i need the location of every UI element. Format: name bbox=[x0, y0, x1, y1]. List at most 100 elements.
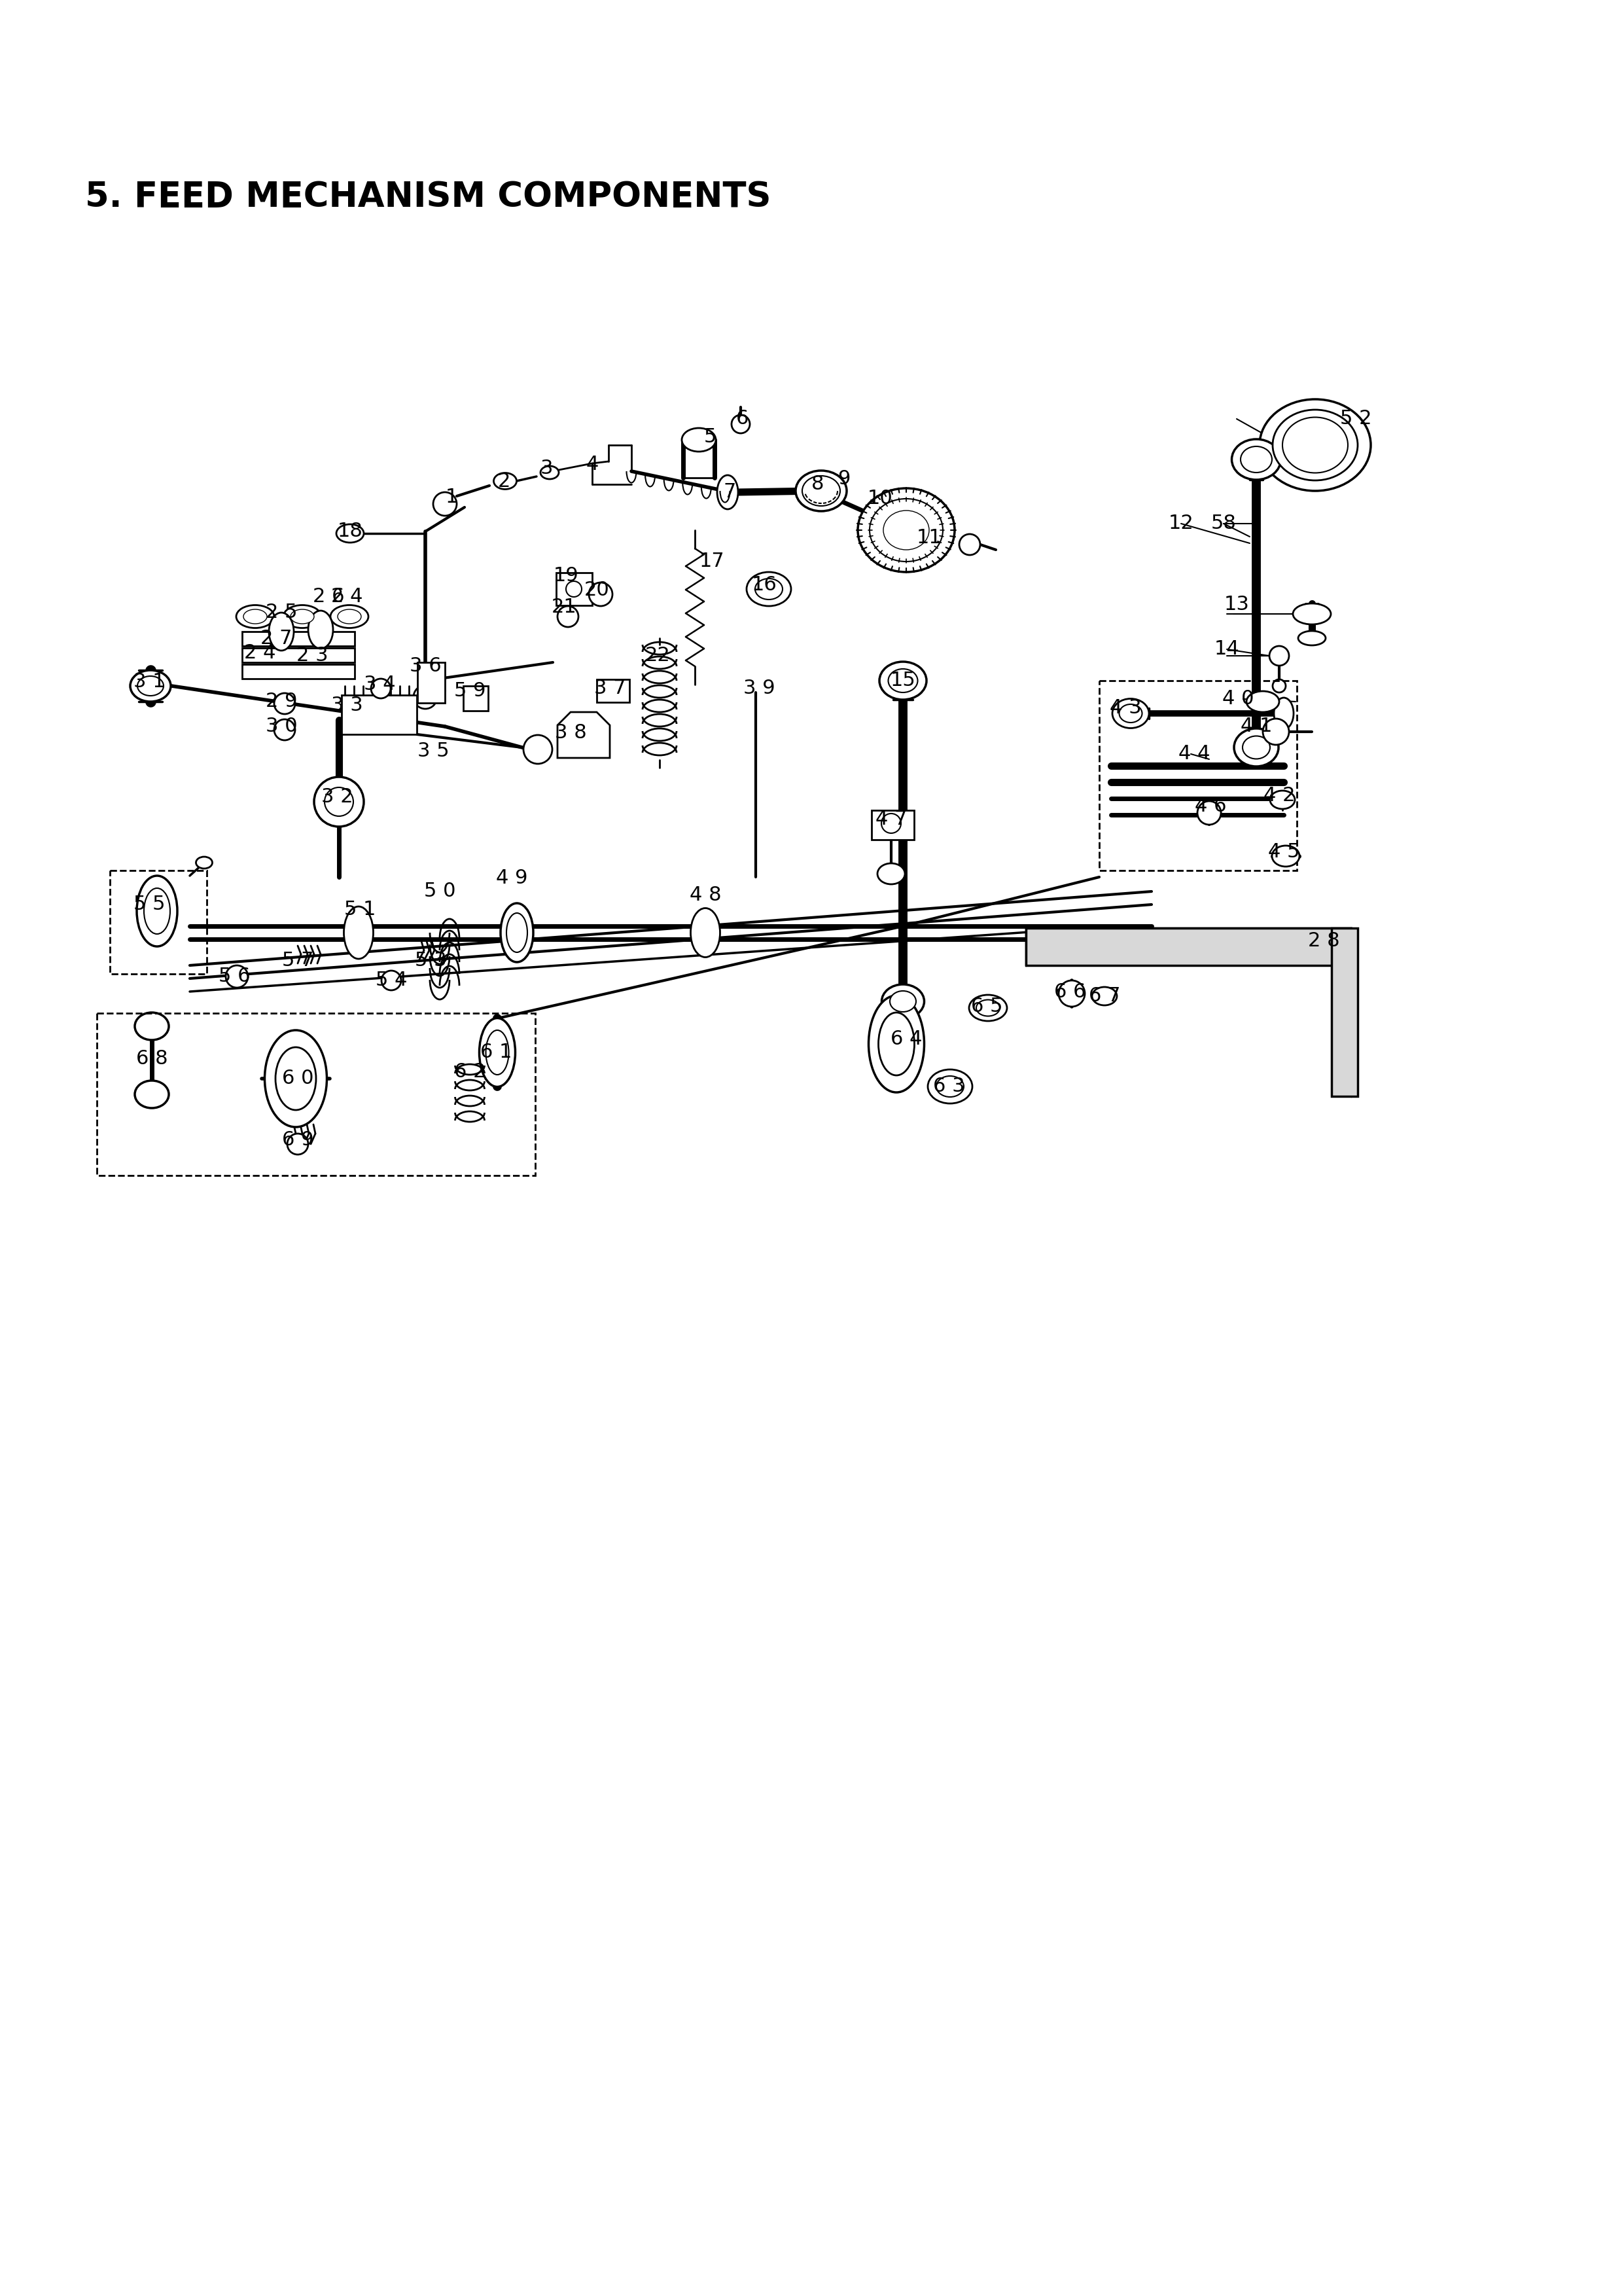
Text: 2: 2 bbox=[497, 471, 510, 491]
Text: 6 8: 6 8 bbox=[136, 1049, 167, 1068]
Text: 11: 11 bbox=[916, 528, 942, 546]
Text: 3 7: 3 7 bbox=[594, 680, 625, 698]
Text: 18: 18 bbox=[338, 521, 362, 542]
Circle shape bbox=[382, 971, 401, 990]
Bar bbox=[242, 664, 354, 680]
Text: 3 3: 3 3 bbox=[331, 696, 362, 714]
Bar bbox=[341, 696, 417, 735]
Ellipse shape bbox=[1234, 728, 1278, 767]
Ellipse shape bbox=[283, 606, 322, 629]
Ellipse shape bbox=[857, 489, 955, 572]
Text: 9: 9 bbox=[838, 471, 851, 489]
Ellipse shape bbox=[1242, 737, 1270, 760]
Circle shape bbox=[882, 813, 901, 833]
Text: 5 1: 5 1 bbox=[344, 900, 375, 918]
Circle shape bbox=[1273, 680, 1286, 693]
Ellipse shape bbox=[507, 914, 528, 953]
Ellipse shape bbox=[291, 608, 313, 625]
Ellipse shape bbox=[1260, 400, 1371, 491]
Text: 6: 6 bbox=[736, 409, 749, 429]
Circle shape bbox=[274, 719, 296, 739]
Ellipse shape bbox=[1273, 698, 1294, 730]
Circle shape bbox=[274, 693, 296, 714]
Ellipse shape bbox=[877, 863, 905, 884]
Text: 6 4: 6 4 bbox=[890, 1031, 922, 1049]
Text: 6 2: 6 2 bbox=[455, 1063, 486, 1081]
Text: 4 2: 4 2 bbox=[1263, 785, 1294, 804]
Text: 12: 12 bbox=[1168, 514, 1194, 533]
Polygon shape bbox=[1026, 928, 1351, 964]
Text: 2 3: 2 3 bbox=[296, 645, 328, 666]
Text: 5. FEED MECHANISM COMPONENTS: 5. FEED MECHANISM COMPONENTS bbox=[84, 179, 771, 214]
Ellipse shape bbox=[690, 909, 719, 957]
Text: 5 0: 5 0 bbox=[424, 882, 456, 900]
Ellipse shape bbox=[883, 510, 929, 549]
Ellipse shape bbox=[235, 606, 274, 629]
Ellipse shape bbox=[1112, 698, 1148, 728]
Text: 3 4: 3 4 bbox=[364, 675, 395, 693]
Text: 2 9: 2 9 bbox=[265, 691, 297, 712]
Text: 4 5: 4 5 bbox=[1268, 843, 1299, 861]
Ellipse shape bbox=[755, 579, 783, 599]
Text: 3 9: 3 9 bbox=[744, 680, 775, 698]
Text: 6 3: 6 3 bbox=[932, 1077, 965, 1095]
Ellipse shape bbox=[244, 608, 266, 625]
Text: 58: 58 bbox=[1212, 514, 1236, 533]
Ellipse shape bbox=[479, 1017, 515, 1086]
Ellipse shape bbox=[888, 668, 918, 693]
Ellipse shape bbox=[882, 985, 924, 1019]
Ellipse shape bbox=[1270, 790, 1294, 808]
Ellipse shape bbox=[937, 1077, 963, 1097]
Text: 17: 17 bbox=[700, 551, 724, 572]
Text: 4 3: 4 3 bbox=[1109, 698, 1142, 719]
Circle shape bbox=[287, 1134, 309, 1155]
Bar bbox=[596, 680, 630, 703]
Circle shape bbox=[1197, 801, 1221, 824]
Text: 10: 10 bbox=[867, 489, 893, 507]
Text: 2 4: 2 4 bbox=[244, 643, 276, 664]
Ellipse shape bbox=[276, 1047, 317, 1109]
Text: 20: 20 bbox=[585, 581, 609, 599]
Text: 8: 8 bbox=[812, 475, 825, 494]
Text: 3 8: 3 8 bbox=[555, 723, 586, 742]
Bar bbox=[242, 631, 354, 645]
Ellipse shape bbox=[796, 471, 846, 512]
Circle shape bbox=[325, 788, 354, 815]
Ellipse shape bbox=[1273, 409, 1358, 480]
Ellipse shape bbox=[494, 473, 516, 489]
Ellipse shape bbox=[265, 1031, 326, 1127]
Ellipse shape bbox=[138, 675, 164, 696]
Ellipse shape bbox=[336, 523, 364, 542]
Ellipse shape bbox=[890, 992, 916, 1013]
Ellipse shape bbox=[869, 996, 924, 1093]
Text: 3 0: 3 0 bbox=[265, 716, 297, 737]
Text: 5 7: 5 7 bbox=[283, 951, 313, 971]
Bar bbox=[110, 870, 206, 974]
Text: 4 7: 4 7 bbox=[875, 810, 908, 829]
Ellipse shape bbox=[927, 1070, 973, 1104]
Circle shape bbox=[1263, 719, 1289, 744]
Text: 4 9: 4 9 bbox=[495, 868, 528, 889]
Bar bbox=[1099, 680, 1298, 870]
Text: 3: 3 bbox=[539, 459, 552, 478]
Text: 2 4: 2 4 bbox=[331, 588, 362, 606]
Circle shape bbox=[523, 735, 552, 765]
Text: 14: 14 bbox=[1215, 641, 1239, 659]
Ellipse shape bbox=[330, 606, 369, 629]
Bar bbox=[555, 572, 593, 606]
Bar bbox=[242, 647, 354, 661]
Ellipse shape bbox=[1298, 631, 1325, 645]
Text: 13: 13 bbox=[1224, 595, 1249, 615]
Ellipse shape bbox=[718, 475, 737, 510]
Text: 19: 19 bbox=[554, 567, 578, 585]
Text: 6 0: 6 0 bbox=[283, 1070, 313, 1088]
Text: 2 6: 2 6 bbox=[312, 588, 344, 606]
Ellipse shape bbox=[270, 613, 294, 650]
Ellipse shape bbox=[879, 661, 927, 700]
Circle shape bbox=[590, 583, 612, 606]
Ellipse shape bbox=[145, 889, 171, 934]
Text: 2 8: 2 8 bbox=[1307, 932, 1340, 951]
Ellipse shape bbox=[338, 608, 361, 625]
Circle shape bbox=[731, 416, 750, 434]
Text: 4 8: 4 8 bbox=[690, 886, 721, 905]
